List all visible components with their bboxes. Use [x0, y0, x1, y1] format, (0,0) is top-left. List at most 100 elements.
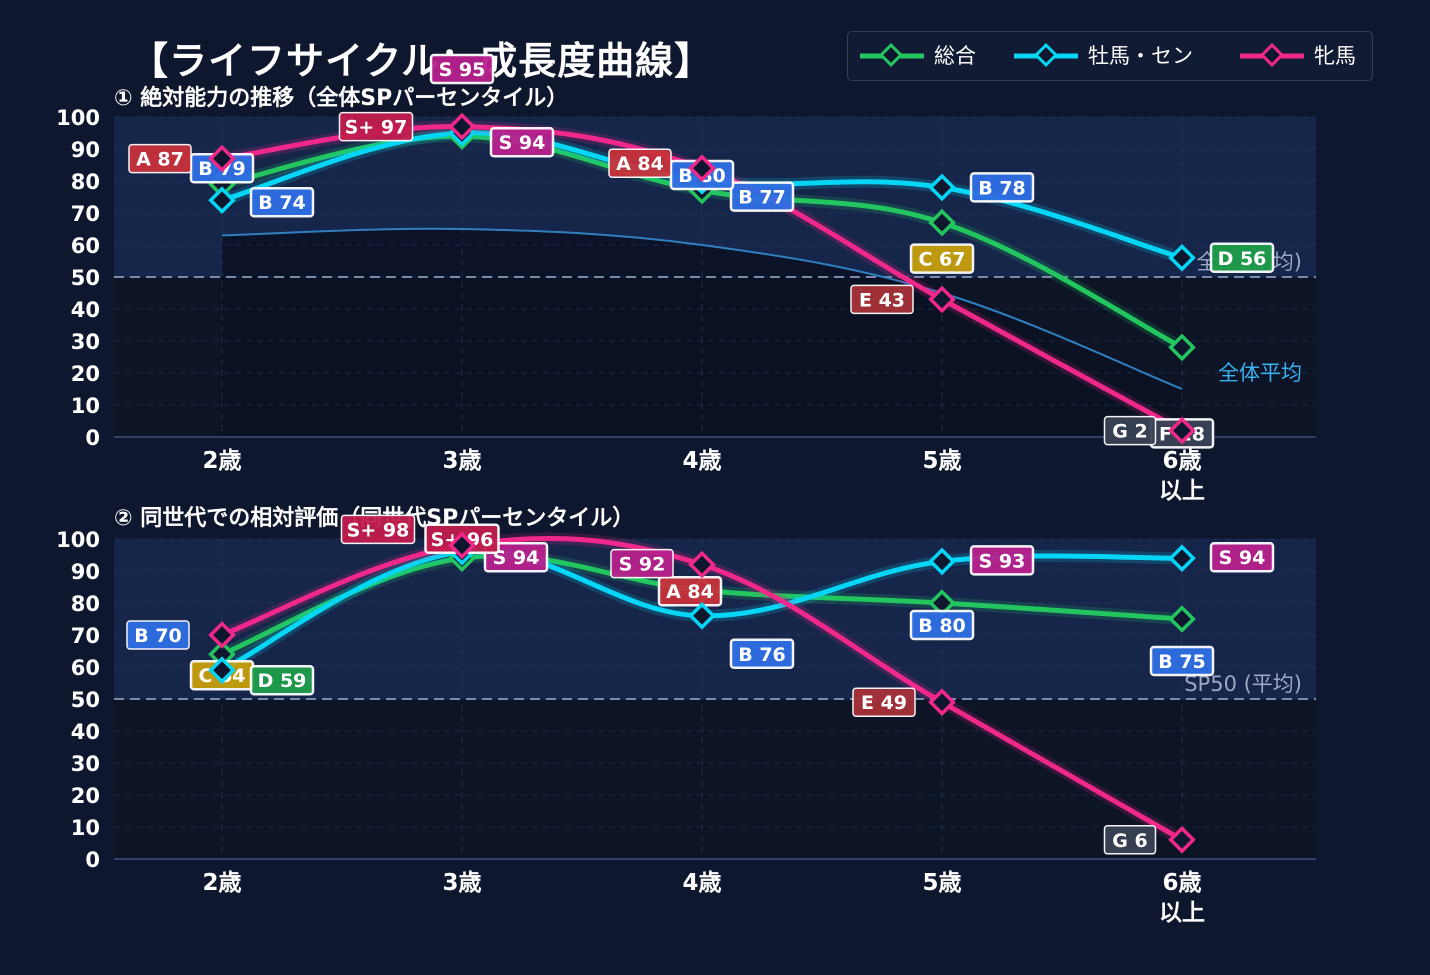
data-label: B 74 — [258, 192, 306, 214]
data-label-badge — [657, 575, 723, 607]
data-label-badge — [969, 545, 1035, 576]
data-label: E 49 — [861, 692, 907, 714]
y-tick-label: 40 — [71, 720, 100, 744]
data-label-badge — [1149, 645, 1215, 677]
data-label: B 76 — [738, 644, 786, 666]
y-tick-label: 0 — [85, 848, 100, 872]
data-label-badge — [483, 541, 549, 573]
data-label: S 93 — [979, 550, 1026, 572]
y-tick-label: 20 — [71, 784, 100, 808]
y-tick-label: 0 — [85, 426, 100, 450]
data-label: A 84 — [666, 581, 714, 603]
data-label-badge — [126, 620, 190, 650]
y-tick-label: 50 — [71, 266, 100, 290]
data-label-badge — [852, 687, 916, 717]
data-label: B 75 — [1158, 651, 1206, 673]
legend: 総合 牡馬・セン 牝馬 — [847, 31, 1373, 81]
data-point-marker — [208, 186, 236, 214]
x-tick-label: 4歳 — [682, 448, 721, 474]
data-point-marker — [928, 208, 956, 237]
x-tick-label: 以上 — [1159, 478, 1205, 504]
data-label: B 80 — [918, 615, 966, 637]
y-tick-label: 100 — [56, 528, 100, 552]
data-point-marker — [928, 285, 956, 314]
data-label-badge — [429, 53, 495, 85]
y-tick-label: 20 — [71, 362, 100, 386]
data-point-marker — [1168, 826, 1196, 854]
data-point-marker — [688, 154, 716, 182]
data-label-badge — [1209, 541, 1275, 573]
x-tick-label: 6歳 — [1162, 448, 1201, 474]
x-tick-label: 以上 — [1159, 900, 1205, 926]
data-label-badge — [608, 148, 672, 178]
data-point-marker — [1168, 544, 1196, 572]
data-label: S 92 — [619, 554, 666, 576]
data-label-badge — [729, 181, 795, 212]
average-curve-label: 全体平均 — [1218, 361, 1302, 385]
data-label: B 70 — [134, 625, 182, 647]
data-label: E 43 — [859, 289, 905, 311]
data-label-badge — [128, 143, 192, 174]
y-tick-label: 70 — [71, 624, 100, 648]
data-label: G 6 — [1112, 830, 1147, 852]
data-point-marker — [928, 688, 956, 716]
data-label-badge — [338, 111, 414, 142]
y-tick-label: 90 — [71, 138, 100, 162]
chart1-subtitle: ① 絶対能力の推移（全体SPパーセンタイル） — [114, 86, 569, 111]
y-tick-label: 60 — [71, 656, 100, 680]
data-point-marker — [688, 550, 716, 579]
data-label-badge — [340, 514, 416, 545]
x-tick-label: 5歳 — [922, 870, 961, 896]
data-label-badge — [1103, 825, 1157, 855]
data-label-badge — [909, 609, 975, 641]
y-tick-label: 100 — [56, 106, 100, 130]
y-tick-label: 90 — [71, 560, 100, 584]
data-point-marker — [208, 621, 236, 649]
data-point-marker — [1168, 605, 1196, 633]
x-tick-label: 6歳 — [1162, 870, 1201, 896]
data-label: S+ 97 — [345, 117, 408, 139]
x-tick-label: 4歳 — [682, 870, 721, 896]
panel-1: 01020304050607080901002歳3歳4歳5歳6歳以上全体平均全…… — [56, 53, 1316, 504]
data-point-marker — [928, 173, 956, 202]
y-tick-label: 80 — [71, 592, 100, 616]
data-label: A 87 — [136, 149, 184, 171]
x-tick-label: 2歳 — [202, 448, 241, 474]
data-label: C 67 — [919, 249, 966, 271]
data-label-badge — [249, 664, 315, 696]
data-label: B 77 — [738, 187, 786, 209]
data-label-badge — [610, 548, 674, 579]
data-label-badge — [729, 638, 795, 670]
y-tick-label: 10 — [71, 816, 100, 840]
chart-title: 【ライフサイクル：成長度曲線】 — [130, 39, 714, 83]
data-point-marker — [208, 656, 236, 684]
data-label-badge — [489, 126, 555, 158]
legend-label-male: 牡馬・セン — [1088, 44, 1193, 68]
data-point-marker — [688, 602, 716, 630]
plot-upper-band — [114, 539, 1316, 699]
data-label: B 78 — [978, 177, 1026, 199]
y-tick-label: 10 — [71, 394, 100, 418]
legend-swatches: 総合 牡馬・セン 牝馬 — [860, 42, 1356, 68]
y-tick-label: 70 — [71, 202, 100, 226]
y-tick-label: 50 — [71, 688, 100, 712]
x-tick-label: 3歳 — [442, 870, 481, 896]
y-tick-label: 30 — [71, 330, 100, 354]
x-tick-label: 2歳 — [202, 870, 241, 896]
data-label-badge — [1103, 415, 1157, 446]
data-label: D 56 — [1218, 248, 1267, 270]
data-point-marker — [208, 640, 236, 668]
y-tick-label: 60 — [71, 234, 100, 258]
data-label: S 95 — [439, 59, 486, 81]
average-curve — [221, 227, 1183, 390]
data-point-marker — [208, 144, 236, 173]
data-label: A 84 — [616, 153, 664, 175]
data-label: S 94 — [493, 547, 540, 569]
data-label: S 94 — [499, 132, 546, 154]
legend-item-male: 牡馬・セン — [1014, 42, 1193, 68]
data-label: D 59 — [258, 670, 307, 692]
y-tick-label: 40 — [71, 298, 100, 322]
data-point-marker — [1168, 333, 1196, 362]
